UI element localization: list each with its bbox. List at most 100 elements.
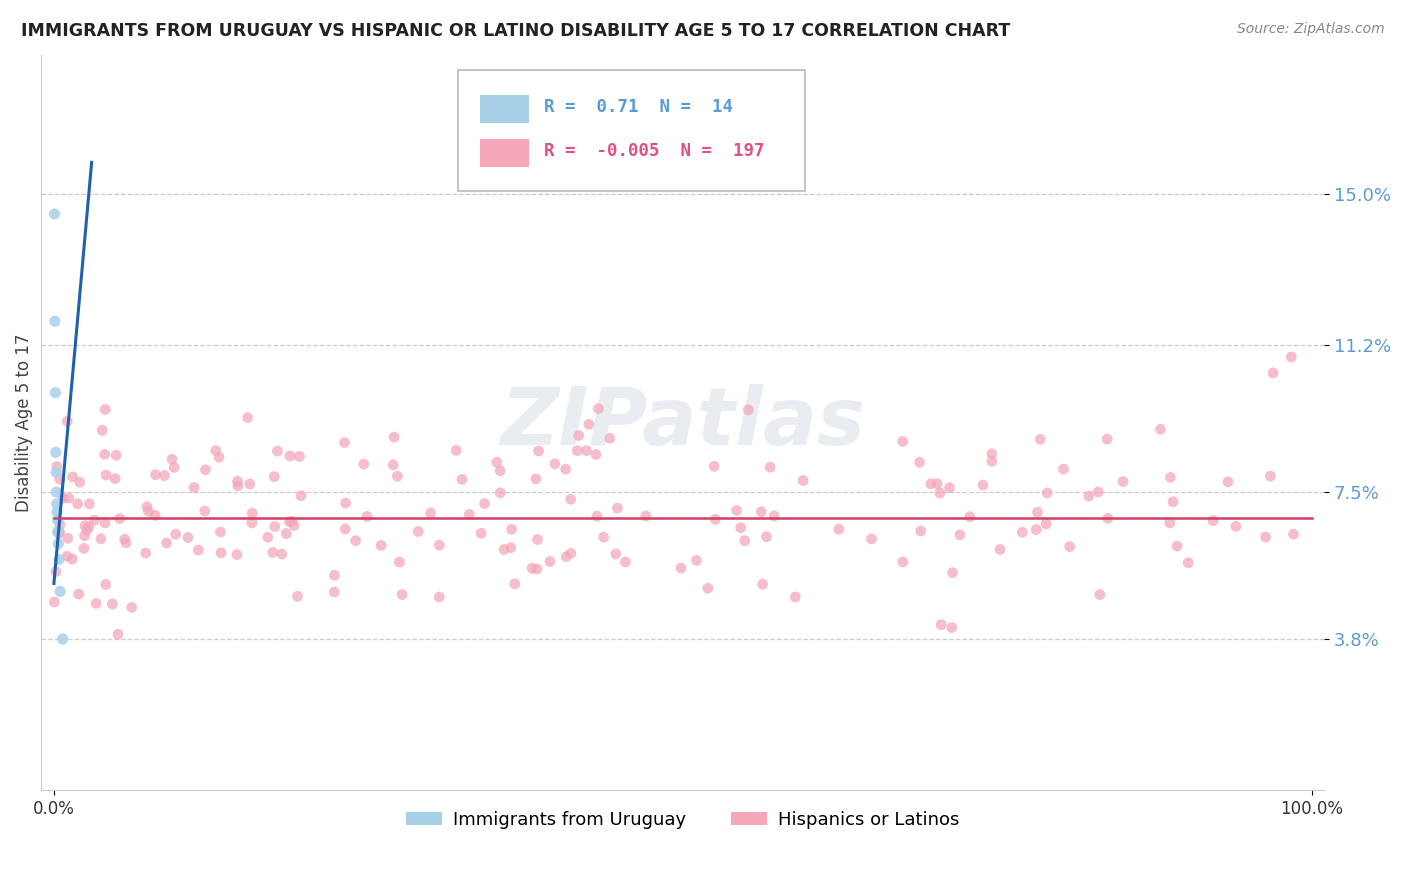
Point [470, 526, 492, 541]
Point [1025, 523, 1047, 537]
Point [485, 455, 508, 469]
Point [828, 522, 851, 536]
Point [908, 455, 931, 469]
Point [406, 524, 429, 539]
Point [52, 491, 75, 505]
Point [156, 536, 179, 550]
Point [76, 523, 98, 537]
Point [474, 497, 496, 511]
Point [520, 561, 543, 575]
Point [1036, 486, 1059, 500]
Point [489, 464, 512, 478]
Text: IMMIGRANTS FROM URUGUAY VS HISPANIC OR LATINO DISABILITY AGE 5 TO 17 CORRELATION: IMMIGRANTS FROM URUGUAY VS HISPANIC OR L… [21, 22, 1011, 40]
Point [1161, 494, 1184, 508]
Point [353, 457, 375, 471]
Point [606, 501, 628, 516]
Point [891, 555, 914, 569]
Point [527, 444, 550, 458]
Point [194, 504, 217, 518]
Point [56, 531, 79, 545]
Point [73, 541, 96, 556]
Point [526, 533, 548, 547]
Point [526, 562, 548, 576]
Point [44, 314, 66, 328]
Point [941, 621, 963, 635]
Point [1263, 366, 1285, 380]
Point [262, 545, 284, 559]
Point [114, 532, 136, 546]
Point [105, 448, 128, 462]
Point [560, 546, 582, 560]
Point [499, 541, 522, 555]
Point [278, 515, 301, 529]
Point [183, 481, 205, 495]
Point [910, 524, 932, 538]
Point [48, 552, 70, 566]
Point [1052, 462, 1074, 476]
Point [575, 443, 598, 458]
Point [160, 452, 183, 467]
Point [115, 536, 138, 550]
Point [335, 496, 357, 510]
Point [45, 459, 67, 474]
Point [225, 548, 247, 562]
Point [560, 492, 582, 507]
Point [240, 516, 263, 530]
Point [209, 546, 232, 560]
Point [988, 542, 1011, 557]
Point [927, 476, 949, 491]
Legend: Immigrants from Uruguay, Hispanics or Latinos: Immigrants from Uruguay, Hispanics or La… [399, 804, 967, 836]
Point [972, 478, 994, 492]
Point [52, 632, 75, 646]
Point [1260, 469, 1282, 483]
Point [239, 477, 262, 491]
Point [1097, 511, 1119, 525]
Point [1035, 516, 1057, 531]
Point [91, 423, 114, 437]
Point [283, 518, 305, 533]
Point [163, 460, 186, 475]
Point [1225, 519, 1247, 533]
Point [785, 590, 807, 604]
Point [592, 530, 614, 544]
Point [46, 524, 69, 539]
Point [94, 577, 117, 591]
Point [1095, 432, 1118, 446]
Point [356, 509, 378, 524]
Point [382, 430, 405, 444]
Point [929, 486, 952, 500]
Point [451, 472, 474, 486]
Point [489, 485, 512, 500]
Point [941, 566, 963, 580]
Point [586, 509, 609, 524]
Point [737, 403, 759, 417]
Point [387, 469, 409, 483]
Point [46, 536, 69, 550]
Point [501, 522, 523, 536]
Point [554, 462, 576, 476]
Point [66, 497, 89, 511]
Point [1112, 475, 1135, 489]
Point [524, 472, 547, 486]
Point [578, 417, 600, 432]
Point [90, 532, 112, 546]
Point [101, 597, 124, 611]
Point [391, 588, 413, 602]
Point [73, 529, 96, 543]
Point [94, 402, 117, 417]
Text: R =  0.71  N =  14: R = 0.71 N = 14 [544, 97, 733, 116]
Bar [479, 95, 529, 123]
Point [49, 472, 72, 486]
Point [62, 470, 84, 484]
Point [256, 530, 278, 544]
Point [323, 585, 346, 599]
Point [209, 524, 232, 539]
Point [73, 518, 96, 533]
Point [605, 547, 627, 561]
Point [1159, 470, 1181, 484]
Point [959, 509, 981, 524]
Point [555, 549, 578, 564]
Point [104, 472, 127, 486]
Point [1166, 539, 1188, 553]
Point [153, 468, 176, 483]
